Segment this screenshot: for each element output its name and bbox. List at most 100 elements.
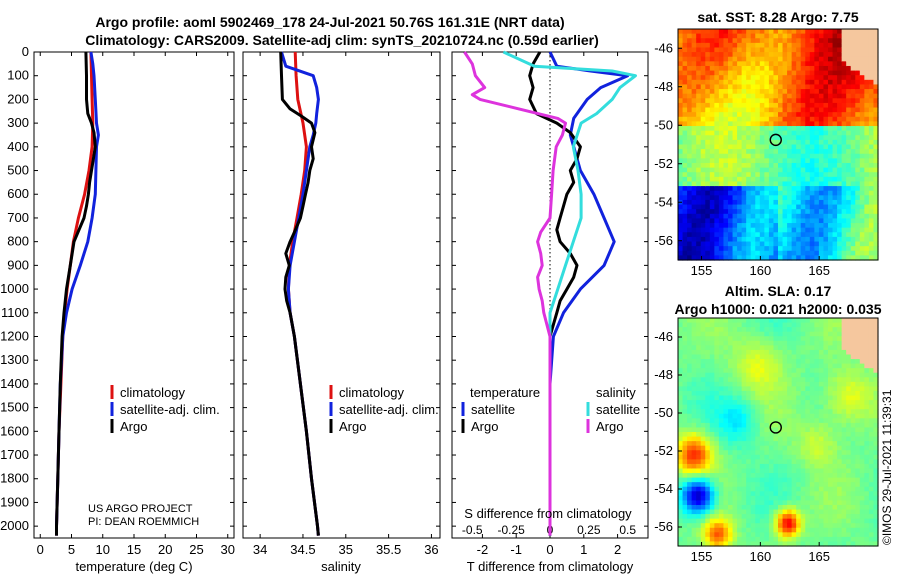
map-cell: [859, 454, 865, 460]
map-cell: [868, 47, 875, 53]
map-cell: [768, 89, 775, 95]
map-cell: [855, 482, 861, 488]
map-cell: [814, 418, 820, 424]
map-cell: [791, 33, 797, 39]
map-cell: [705, 518, 711, 524]
map-cell: [696, 52, 702, 58]
map-cell: [873, 418, 879, 424]
map-cell: [728, 162, 734, 169]
map-cell: [750, 473, 756, 479]
map-cell: [764, 139, 770, 146]
map-cell: [841, 509, 847, 515]
map-cell: [846, 377, 852, 383]
map-cell: [832, 322, 838, 328]
map-cell: [850, 250, 856, 256]
map-cell: [678, 491, 684, 497]
map-cell: [809, 29, 815, 35]
map-cell: [828, 386, 834, 392]
map-cell: [782, 158, 788, 164]
map-cell: [705, 318, 711, 324]
map-cell: [718, 153, 725, 159]
map-cell: [846, 89, 852, 95]
map-cell: [809, 322, 815, 328]
map-cell: [818, 190, 825, 196]
map-cell: [873, 395, 879, 401]
map-cell: [805, 473, 811, 479]
map-cell: [837, 368, 843, 374]
map-cell: [859, 98, 865, 104]
map-cell: [728, 153, 734, 159]
map-cell: [868, 98, 875, 104]
map-cell: [737, 93, 743, 99]
map-cell: [723, 427, 729, 433]
map-cell: [805, 322, 811, 328]
map-cell: [809, 223, 815, 229]
map-cell: [768, 413, 775, 419]
map-cell: [728, 149, 734, 155]
map-cell: [828, 61, 834, 67]
map-cell: [837, 422, 843, 429]
map-cell: [868, 56, 875, 62]
map-cell: [678, 241, 684, 247]
map-cell: [705, 139, 711, 146]
map-cell: [850, 536, 856, 543]
map-cell: [737, 486, 743, 492]
map-cell: [868, 135, 875, 141]
map-cell: [718, 70, 725, 76]
map-cell: [791, 112, 797, 118]
map-cell: [723, 38, 729, 44]
map-cell: [823, 181, 829, 187]
map-cell: [787, 121, 793, 127]
map-cell: [823, 209, 829, 215]
map-cell: [778, 56, 784, 62]
map-cell: [837, 162, 843, 169]
map-cell: [868, 102, 875, 109]
map-cell: [759, 126, 765, 132]
map-cell: [787, 418, 793, 424]
map-cell: [696, 418, 702, 424]
map-cell: [709, 250, 715, 256]
map-cell: [859, 372, 865, 378]
series-line-climatology: [286, 51, 320, 536]
map-cell: [823, 454, 829, 460]
map-cell: [850, 42, 856, 49]
map-cell: [791, 121, 797, 127]
map-cell: [696, 468, 702, 474]
map-cell: [859, 52, 865, 58]
map-cell: [864, 409, 870, 415]
map-cell: [818, 477, 825, 483]
map-cell: [809, 432, 815, 438]
map-cell: [846, 477, 852, 483]
map-cell: [691, 176, 697, 183]
map-cell: [755, 227, 761, 233]
map-cell: [837, 144, 843, 150]
map-cell: [828, 345, 834, 351]
map-cell: [728, 436, 734, 442]
map-cell: [737, 509, 743, 515]
map-cell: [841, 486, 847, 492]
map-cell: [859, 204, 865, 210]
map-cell: [773, 93, 779, 99]
map-cell: [796, 359, 802, 365]
map-cell: [691, 149, 697, 155]
map-cell: [678, 204, 684, 210]
map-cell: [823, 227, 829, 233]
map-cell: [832, 172, 838, 178]
map-cell: [837, 436, 843, 442]
map-cell: [700, 331, 706, 337]
map-cell: [687, 509, 693, 515]
map-cell: [741, 255, 747, 261]
map-cell: [864, 75, 870, 81]
map-cell: [768, 107, 775, 113]
map-cell: [837, 363, 843, 369]
map-cell: [823, 236, 829, 243]
map-cell: [855, 190, 861, 196]
map-cell: [778, 327, 784, 333]
map-cell: [855, 500, 861, 506]
map-cell: [782, 79, 788, 86]
map-cell: [759, 413, 765, 419]
map-cell: [846, 523, 852, 529]
map-cell: [773, 135, 779, 141]
map-cell: [759, 102, 765, 109]
map-cell: [796, 213, 802, 220]
